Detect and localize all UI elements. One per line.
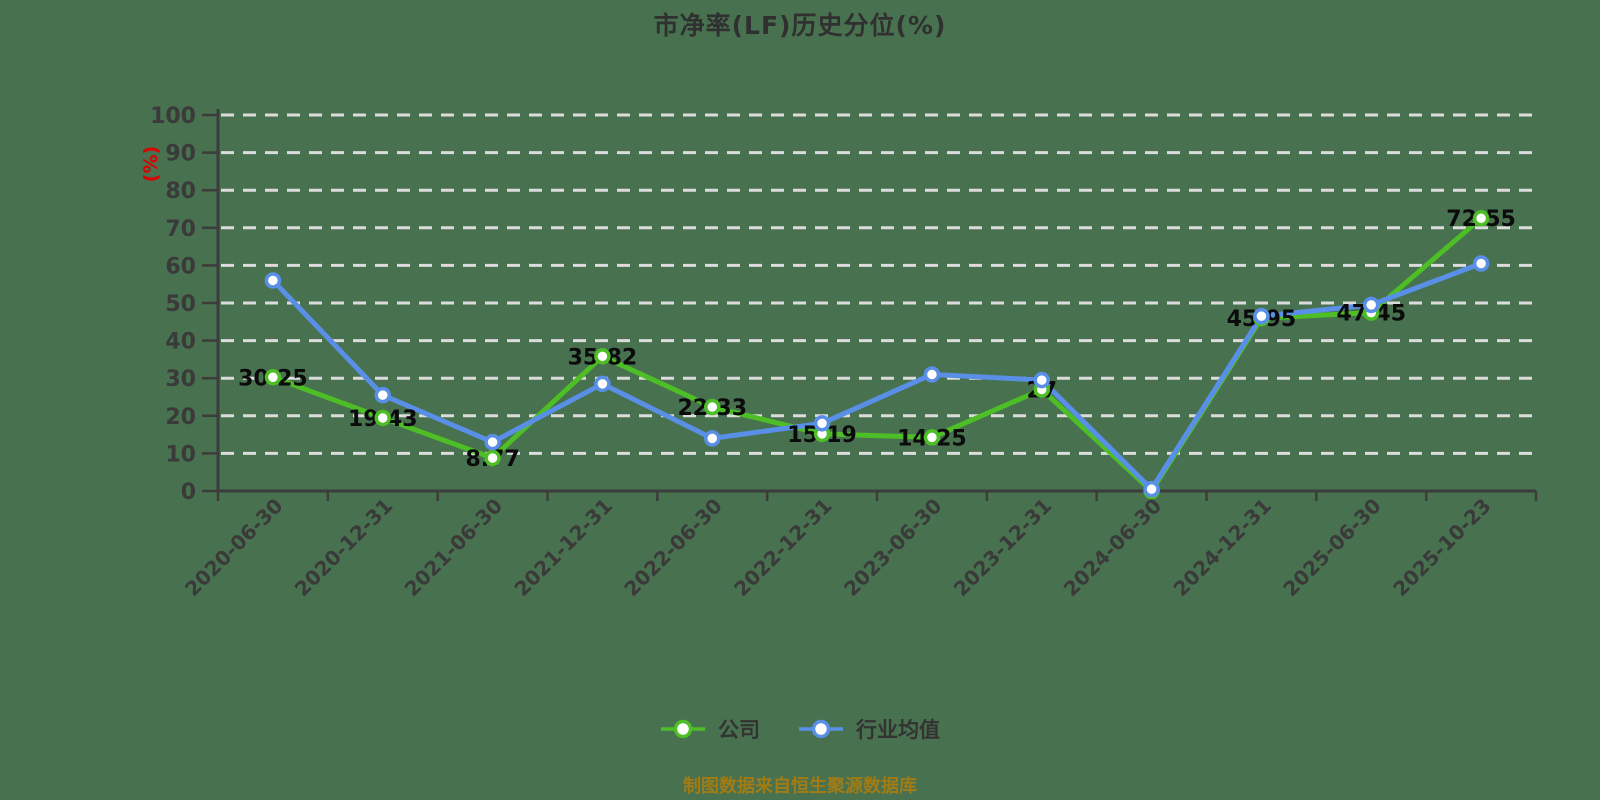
data-point-series-1[interactable] [1033,371,1050,389]
data-point-series-1[interactable] [1143,480,1160,498]
data-point-series-1[interactable] [594,375,611,393]
x-tick-label: 2021-12-31 [510,494,617,601]
data-point-series-0[interactable] [374,409,391,427]
data-point-series-0[interactable] [923,429,941,446]
axes [202,109,1538,501]
data-point-series-1[interactable] [264,272,282,289]
y-tick-label: 50 [165,292,196,317]
x-tick-label: 2020-06-30 [180,494,287,601]
series-line-1 [270,261,1484,492]
chart-title: 市净率(LF)历史分位(%) [653,11,947,40]
legend-label-company: 公司 [718,718,760,742]
data-point-series-1[interactable] [704,430,721,447]
y-tick-label: 40 [165,330,196,355]
y-tick-label: 80 [165,179,196,204]
x-tick-label: 2023-12-31 [949,494,1056,601]
y-tick-label: 10 [165,442,196,467]
data-point-series-1[interactable] [813,415,831,432]
y-tick-label: 20 [165,405,196,430]
x-tick-label: 2025-10-23 [1388,494,1495,601]
y-tick-label: 100 [150,104,196,129]
data-point-series-1[interactable] [1253,307,1270,325]
x-tick-label: 2024-12-31 [1169,494,1276,601]
data-point-series-1[interactable] [1472,255,1490,272]
y-axis-unit-label: (%) [140,146,162,182]
data-point-series-1[interactable] [374,386,391,404]
y-tick-label: 60 [165,254,196,279]
data-point-series-0[interactable] [1472,209,1490,227]
data-point-series-0[interactable] [704,398,721,416]
y-tick-label: 30 [165,367,196,392]
data-point-series-1[interactable] [923,366,941,383]
x-tick-label: 2023-06-30 [839,494,946,601]
data-point-series-1[interactable] [1363,296,1380,314]
legend-item-industry-average[interactable]: 行业均值 [798,714,940,744]
y-axis-labels: 0 10 20 30 40 50 60 70 80 90 100 [150,104,196,505]
y-tick-label: 90 [165,142,196,167]
data-point-series-0[interactable] [594,348,611,365]
x-tick-label: 2024-06-30 [1059,494,1166,601]
data-point-series-0[interactable] [484,449,501,467]
data-source-note: 制图数据来自恒生聚源数据库 [683,776,917,797]
legend-label-industry-average: 行业均值 [856,718,940,742]
data-point-series-1[interactable] [484,433,501,451]
y-tick-label: 0 [181,480,196,505]
x-tick-label: 2022-12-31 [729,494,836,601]
x-tick-label: 2021-06-30 [400,494,507,601]
x-axis-labels: 2020-06-30 2020-12-31 2021-06-30 2021-12-31… [180,494,1496,601]
series-line-0 [270,215,1484,494]
legend: 公司 行业均值 [0,714,1600,744]
legend-item-company[interactable]: 公司 [660,714,760,744]
x-tick-label: 2022-06-30 [619,494,726,601]
data-point-series-0[interactable] [264,369,282,386]
y-gridlines [221,113,1536,455]
line-marker-icon [661,719,705,739]
x-tick-label: 2025-06-30 [1278,494,1385,601]
line-marker-icon [799,719,843,739]
x-tick-label: 2020-12-31 [290,494,397,601]
y-tick-label: 70 [165,217,196,242]
